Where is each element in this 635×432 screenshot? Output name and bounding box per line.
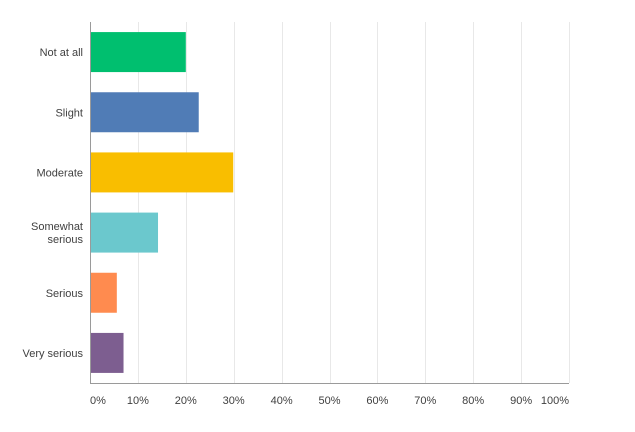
bar[interactable] (90, 92, 199, 133)
x-tick-label: 30% (223, 395, 245, 407)
x-tick-label: 40% (271, 395, 293, 407)
x-tick-label: 20% (175, 395, 197, 407)
x-tick-label: 0% (90, 395, 106, 407)
x-tick-label: 100% (541, 395, 569, 407)
axes (90, 22, 569, 384)
category-label: Serious (46, 288, 84, 300)
bars (90, 32, 234, 373)
category-label: Not at all (40, 47, 83, 59)
bar[interactable] (90, 332, 124, 373)
category-label: Moderate (37, 167, 83, 179)
category-label-line: Slight (55, 107, 83, 119)
category-label-line: Moderate (37, 167, 83, 179)
category-label-line: Somewhat (31, 221, 83, 233)
category-label-line: serious (48, 234, 84, 246)
category-label: Slight (55, 107, 83, 119)
category-label-line: Serious (46, 288, 84, 300)
bar[interactable] (90, 272, 117, 313)
bar[interactable] (90, 152, 234, 193)
gridlines (138, 22, 570, 383)
category-label-line: Very serious (22, 348, 83, 360)
x-tick-label: 90% (510, 395, 532, 407)
x-tick-label: 80% (462, 395, 484, 407)
bar[interactable] (90, 32, 186, 73)
category-label: Very serious (22, 348, 83, 360)
x-tick-label: 50% (318, 395, 340, 407)
category-label-line: Not at all (40, 47, 83, 59)
x-tick-label: 10% (127, 395, 149, 407)
x-tick-label: 70% (414, 395, 436, 407)
x-tick-label: 60% (366, 395, 388, 407)
bar[interactable] (90, 212, 159, 253)
category-label: Somewhat serious (31, 221, 83, 246)
x-tick-labels: 0% 10% 20% 30% 40% 50% 60% 70% 80% 90% 100% (90, 395, 569, 407)
